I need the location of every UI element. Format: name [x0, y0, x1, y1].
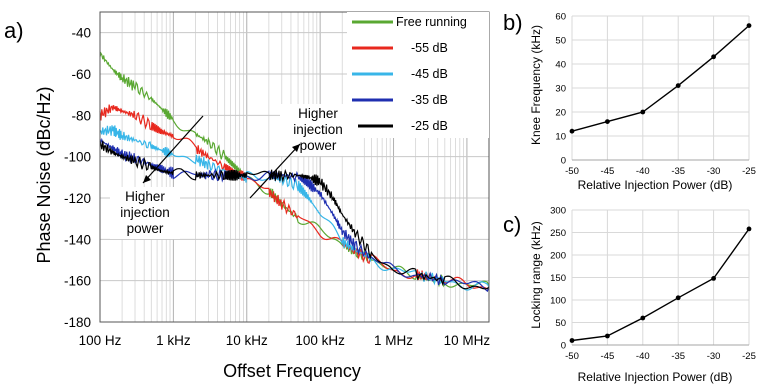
y-tick-label: 200: [550, 251, 566, 262]
y-tick-label: 300: [550, 206, 566, 217]
data-point: [640, 315, 646, 321]
y-tick-label: -180: [64, 315, 91, 330]
x-tick-label: -50: [565, 166, 579, 177]
x-tick-label: -30: [707, 351, 721, 362]
annotation-line-2: injection: [120, 205, 170, 220]
chart-a-series-group: [99, 51, 490, 293]
data-point: [569, 128, 575, 134]
chart-a-plot-frame: [99, 11, 490, 323]
data-point: [746, 23, 752, 28]
y-tick-label: 50: [555, 318, 566, 329]
panel-label-a: a): [4, 18, 24, 43]
x-tick-label: 100 Hz: [79, 333, 122, 348]
y-tick-label: -140: [64, 232, 91, 247]
x-tick-label: -45: [601, 351, 615, 362]
data-point: [675, 295, 681, 301]
x-tick-label: -40: [636, 166, 650, 177]
annotation-line-1: Higher: [125, 189, 165, 204]
x-tick-label: -25: [742, 351, 756, 362]
data-point: [569, 338, 575, 343]
data-point: [711, 276, 716, 281]
data-point: [605, 119, 610, 124]
annotation-higher-injection-left: Higher injection power: [110, 115, 204, 239]
chart-c-series-group: [569, 226, 752, 343]
y-tick-label: 30: [555, 84, 566, 95]
series-line-4: [99, 137, 490, 293]
y-tick-label: -60: [71, 67, 91, 82]
chart-c-grid: [571, 209, 750, 346]
chart-a-x-axis-title: Offset Frequency: [223, 361, 361, 381]
chart-b-y-axis-title: Knee Frequency (kHz): [529, 25, 543, 145]
chart-c-axes: -50 -45 -40 -35 -30 -25 0 50 100 150 200 250 300: [550, 206, 756, 363]
y-tick-label: 40: [555, 60, 566, 71]
legend-label: Free running: [396, 15, 467, 29]
y-tick-label: -100: [64, 150, 91, 165]
y-tick-label: 250: [550, 228, 566, 239]
panel-label-b: b): [503, 10, 523, 35]
x-tick-label: -35: [671, 351, 685, 362]
x-tick-label: -25: [742, 166, 756, 177]
chart-a-legend: Free running -55 dB -45 dB -35 dB -25 dB: [347, 12, 489, 138]
y-tick-label: -120: [64, 191, 91, 206]
data-point: [605, 333, 610, 339]
y-tick-label: 100: [550, 296, 566, 307]
annotation-arrow-line: [142, 115, 204, 184]
y-tick-label: 150: [550, 273, 566, 284]
annotation-arrow-line: [249, 143, 301, 199]
data-point: [640, 109, 646, 115]
x-tick-label: -35: [671, 166, 685, 177]
panel-label-c: c): [503, 212, 521, 237]
x-tick-label: 100 kHz: [295, 333, 345, 348]
y-tick-label: -80: [71, 108, 91, 123]
annotation-line-2: injection: [293, 122, 343, 137]
series-line-3: [99, 125, 490, 291]
chart-c-x-axis-title: Relative Injection Power (dB): [578, 370, 733, 384]
chart-c-y-axis-title: Locking range (kHz): [529, 221, 543, 328]
annotation-arrowhead-icon: [292, 144, 300, 152]
x-tick-label: -30: [707, 166, 721, 177]
x-tick-label: 10 MHz: [444, 333, 491, 348]
series-line: [571, 228, 750, 342]
annotation-line-3: power: [300, 138, 337, 153]
y-tick-label: 60: [555, 12, 566, 23]
legend-label: -55 dB: [411, 41, 448, 55]
annotation-line-3: power: [127, 221, 164, 236]
y-tick-label: 50: [555, 36, 566, 47]
chart-b-axes: -50 -45 -40 -35 -30 -25 0 10 20 30 40 50 60: [555, 12, 755, 178]
series-line: [571, 25, 750, 132]
legend-label: -45 dB: [411, 67, 448, 81]
chart-a-grid: [99, 12, 490, 323]
y-tick-label: -160: [64, 274, 91, 289]
x-tick-label: -40: [636, 351, 650, 362]
data-point: [711, 54, 716, 60]
chart-b-grid: [571, 15, 750, 161]
x-tick-label: -45: [601, 166, 615, 177]
x-tick-label: 1 kHz: [156, 333, 191, 348]
annotation-higher-injection-right: Higher injection power: [249, 104, 358, 199]
y-tick-label: 20: [555, 108, 566, 119]
y-tick-label: 0: [561, 341, 566, 352]
chart-b-x-axis-title: Relative Injection Power (dB): [578, 178, 733, 192]
x-tick-label: 1 MHz: [374, 333, 413, 348]
data-point: [746, 226, 752, 232]
x-tick-label: 10 kHz: [226, 333, 268, 348]
y-tick-label: 0: [561, 156, 566, 167]
series-line-5: [99, 140, 490, 290]
x-tick-label: -50: [565, 351, 579, 362]
chart-a-y-axis-title: Phase Noise (dBc/Hz): [34, 86, 54, 263]
annotation-arrowhead-icon: [143, 175, 151, 183]
legend-label: -35 dB: [411, 93, 448, 107]
annotation-line-1: Higher: [298, 106, 338, 121]
data-point: [675, 83, 681, 88]
chart-b-series-group: [569, 23, 752, 134]
y-tick-label: 10: [555, 132, 566, 143]
chart-a-axes: 100 Hz 1 kHz 10 kHz 100 kHz 1 MHz 10 MHz -180 -…: [64, 11, 491, 348]
y-tick-label: -40: [71, 26, 91, 41]
legend-label: -25 dB: [411, 119, 448, 133]
